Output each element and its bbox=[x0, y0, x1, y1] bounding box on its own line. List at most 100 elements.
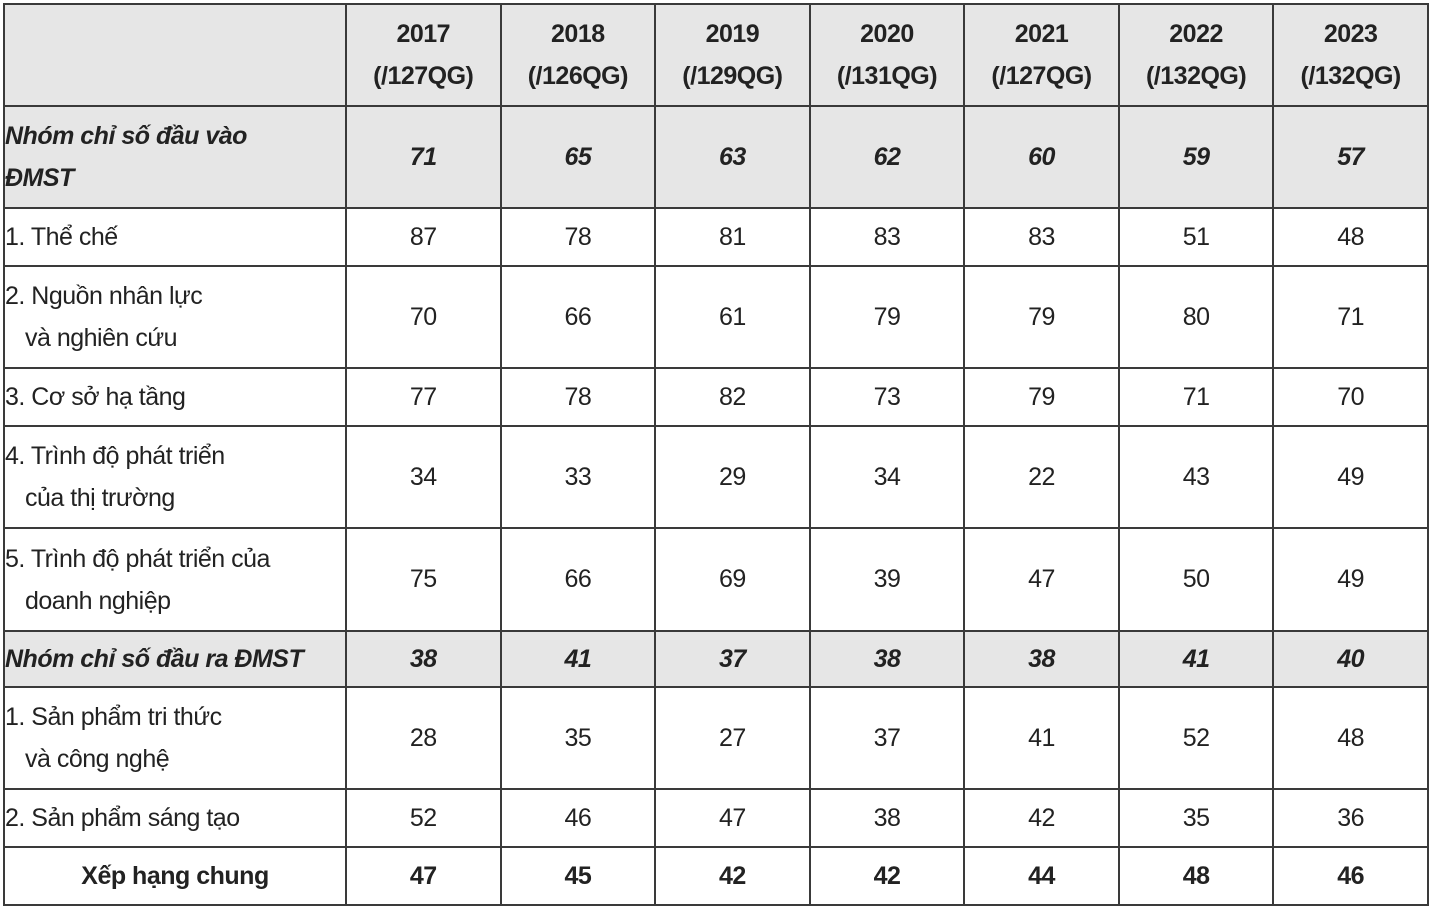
rank-cell: 47 bbox=[963, 527, 1120, 632]
table-row: 5. Trình độ phát triển của doanh nghiệp 75… bbox=[3, 527, 1429, 632]
rank-cell: 38 bbox=[808, 788, 966, 848]
year-label: 2017 bbox=[396, 20, 451, 48]
row-label-line: 2. Nguồn nhân lực bbox=[5, 282, 203, 310]
rank-cell: 27 bbox=[654, 686, 811, 790]
ranking-table: 2017 (/127QG) 2018 (/126QG) 2019 (/129QG) 2… bbox=[3, 3, 1429, 906]
rank-cell: 57 bbox=[1272, 105, 1429, 209]
rank-cell: 60 bbox=[963, 105, 1120, 209]
rank-cell: 50 bbox=[1117, 527, 1275, 632]
rank-cell: 38 bbox=[808, 630, 966, 688]
row-label: 1. Sản phẩm tri thức và công nghệ bbox=[3, 686, 347, 790]
header-year: 2021 (/127QG) bbox=[963, 3, 1120, 107]
rank-cell: 73 bbox=[808, 367, 966, 427]
rank-cell: 69 bbox=[654, 527, 811, 632]
rank-cell: 78 bbox=[499, 367, 657, 427]
table-row: 1. Sản phẩm tri thức và công nghệ 28 35 27 37… bbox=[3, 686, 1429, 790]
rank-cell: 36 bbox=[1272, 788, 1429, 848]
header-year: 2023 (/132QG) bbox=[1272, 3, 1429, 107]
rank-cell: 61 bbox=[654, 265, 811, 369]
rank-cell: 29 bbox=[654, 425, 811, 529]
rank-cell: 51 bbox=[1117, 207, 1275, 267]
table-row: 2. Nguồn nhân lực và nghiên cứu 70 66 61 79 79… bbox=[3, 265, 1429, 369]
row-label: 2. Nguồn nhân lực và nghiên cứu bbox=[3, 265, 347, 369]
rank-cell: 81 bbox=[654, 207, 811, 267]
rank-cell: 66 bbox=[499, 265, 657, 369]
rank-cell: 78 bbox=[499, 207, 657, 267]
row-label-line: Nhóm chỉ số đầu ra ĐMST bbox=[5, 645, 304, 673]
rank-cell: 52 bbox=[1117, 686, 1275, 790]
table-row: 4. Trình độ phát triển của thị trường 34 33… bbox=[3, 425, 1429, 529]
rank-cell: 34 bbox=[345, 425, 502, 529]
row-label-line: của thị trường bbox=[25, 484, 175, 512]
rank-cell: 70 bbox=[345, 265, 502, 369]
rank-cell: 35 bbox=[499, 686, 657, 790]
rank-cell: 79 bbox=[808, 265, 966, 369]
rank-cell: 47 bbox=[345, 846, 502, 906]
header-year: 2017 (/127QG) bbox=[345, 3, 502, 107]
row-label: Nhóm chỉ số đầu ra ĐMST bbox=[3, 630, 347, 688]
row-label-line: Nhóm chỉ số đầu vào bbox=[5, 122, 247, 150]
rank-cell: 48 bbox=[1272, 207, 1429, 267]
year-label: 2020 bbox=[860, 20, 914, 48]
country-count: (/127QG) bbox=[991, 62, 1092, 90]
rank-cell: 83 bbox=[963, 207, 1120, 267]
row-label: Xếp hạng chung bbox=[3, 846, 347, 906]
rank-cell: 63 bbox=[654, 105, 811, 209]
rank-cell: 37 bbox=[808, 686, 966, 790]
table-body: Nhóm chỉ số đầu vào ĐMST 71 65 63 62 60 59 57 1. … bbox=[3, 105, 1429, 906]
row-label: 4. Trình độ phát triển của thị trường bbox=[3, 425, 347, 529]
row-label-line: và nghiên cứu bbox=[25, 324, 178, 352]
country-count: (/129QG) bbox=[682, 62, 783, 90]
header-year: 2019 (/129QG) bbox=[654, 3, 811, 107]
rank-cell: 59 bbox=[1117, 105, 1275, 209]
rank-cell: 49 bbox=[1272, 527, 1429, 632]
rank-cell: 43 bbox=[1117, 425, 1275, 529]
rank-cell: 79 bbox=[963, 367, 1120, 427]
header-year: 2022 (/132QG) bbox=[1117, 3, 1275, 107]
table-row: 1. Thể chế 87 78 81 83 83 51 48 bbox=[3, 207, 1429, 267]
header-row: 2017 (/127QG) 2018 (/126QG) 2019 (/129QG) 2… bbox=[3, 3, 1429, 107]
row-label-line: Xếp hạng chung bbox=[81, 862, 269, 890]
group-row: Nhóm chỉ số đầu vào ĐMST 71 65 63 62 60 59 57 bbox=[3, 105, 1429, 209]
year-label: 2022 bbox=[1169, 20, 1223, 48]
rank-cell: 41 bbox=[499, 630, 657, 688]
row-label-line: 1. Sản phẩm tri thức bbox=[5, 703, 222, 731]
rank-cell: 87 bbox=[345, 207, 502, 267]
group-row: Nhóm chỉ số đầu ra ĐMST 38 41 37 38 38 41 40 bbox=[3, 630, 1429, 688]
row-label: 3. Cơ sở hạ tầng bbox=[3, 367, 347, 427]
rank-cell: 46 bbox=[1272, 846, 1429, 906]
rank-cell: 42 bbox=[654, 846, 811, 906]
country-count: (/132QG) bbox=[1145, 62, 1247, 90]
rank-cell: 65 bbox=[499, 105, 657, 209]
year-label: 2019 bbox=[705, 20, 760, 48]
rank-cell: 48 bbox=[1117, 846, 1275, 906]
country-count: (/132QG) bbox=[1300, 62, 1402, 90]
row-label-line: 2. Sản phẩm sáng tạo bbox=[5, 804, 240, 832]
year-label: 2023 bbox=[1323, 20, 1378, 48]
row-label: 2. Sản phẩm sáng tạo bbox=[3, 788, 347, 848]
row-label-line: và công nghệ bbox=[25, 745, 170, 773]
country-count: (/127QG) bbox=[373, 62, 474, 90]
year-label: 2018 bbox=[551, 20, 605, 48]
country-count: (/131QG) bbox=[836, 62, 938, 90]
rank-cell: 41 bbox=[963, 686, 1120, 790]
rank-cell: 37 bbox=[654, 630, 811, 688]
rank-cell: 46 bbox=[499, 788, 657, 848]
header-year: 2018 (/126QG) bbox=[499, 3, 657, 107]
rank-cell: 39 bbox=[808, 527, 966, 632]
rank-cell: 49 bbox=[1272, 425, 1429, 529]
table-row: 3. Cơ sở hạ tầng 77 78 82 73 79 71 70 bbox=[3, 367, 1429, 427]
rank-cell: 71 bbox=[1117, 367, 1275, 427]
rank-cell: 41 bbox=[1117, 630, 1275, 688]
rank-cell: 52 bbox=[345, 788, 502, 848]
rank-cell: 34 bbox=[808, 425, 966, 529]
rank-cell: 22 bbox=[963, 425, 1120, 529]
rank-cell: 77 bbox=[345, 367, 502, 427]
row-label-line: doanh nghiệp bbox=[25, 586, 171, 615]
rank-cell: 70 bbox=[1272, 367, 1429, 427]
rank-cell: 33 bbox=[499, 425, 657, 529]
rank-cell: 71 bbox=[345, 105, 502, 209]
rank-cell: 35 bbox=[1117, 788, 1275, 848]
rank-cell: 82 bbox=[654, 367, 811, 427]
rank-cell: 62 bbox=[808, 105, 966, 209]
